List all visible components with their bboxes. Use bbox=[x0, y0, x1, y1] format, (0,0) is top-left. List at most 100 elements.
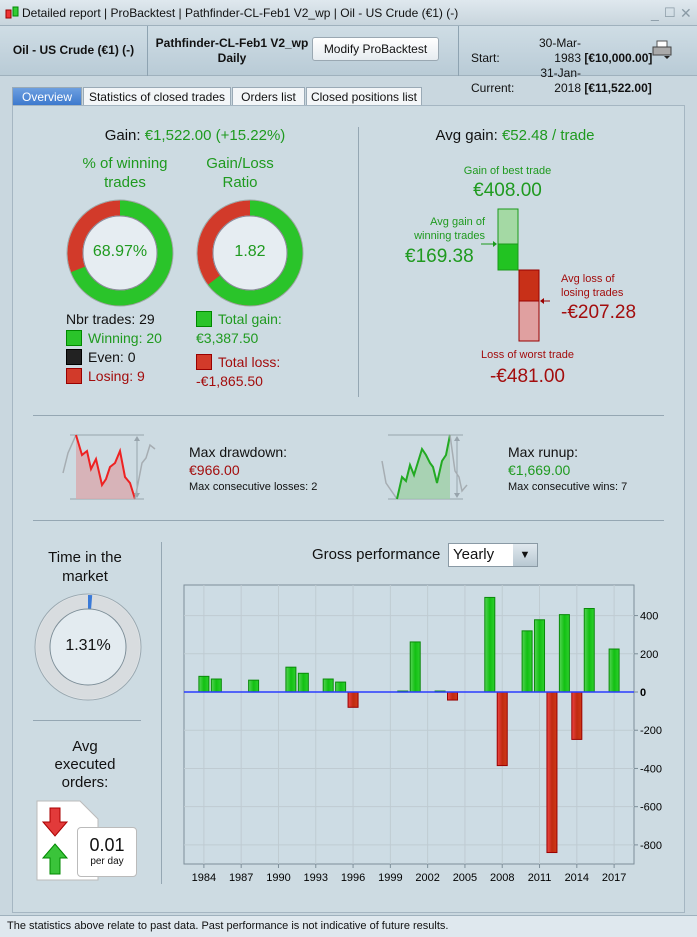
divider bbox=[33, 520, 664, 521]
candlestick-icon bbox=[5, 6, 19, 19]
max-consecutive-wins: Max consecutive wins: 7 bbox=[508, 481, 628, 493]
x-tick-label: 2008 bbox=[490, 872, 514, 884]
best-trade-value: €408.00 bbox=[473, 180, 542, 201]
x-tick-label: 2014 bbox=[565, 872, 589, 884]
runup-chart-icon bbox=[381, 434, 468, 500]
bar-1984 bbox=[198, 675, 210, 693]
tab-statistics[interactable]: Statistics of closed trades bbox=[83, 87, 231, 106]
gain-loss-totals: Total gain: €3,387.50 Total loss: -€1,86… bbox=[196, 311, 282, 389]
trade-counts: Nbr trades: 29 Winning: 20 Even: 0 Losin… bbox=[66, 311, 162, 384]
tab-overview[interactable]: Overview bbox=[12, 87, 82, 106]
capital-info: Start:30-Mar-1983 [€10,000.00] Current:3… bbox=[471, 36, 653, 95]
bar-1992 bbox=[297, 672, 309, 693]
x-tick-label: 1987 bbox=[229, 872, 253, 884]
avg-win-value: €169.38 bbox=[405, 246, 474, 267]
x-tick-label: 1990 bbox=[266, 872, 290, 884]
runup-label: Max runup: bbox=[508, 444, 579, 460]
gain-swatch-icon bbox=[196, 311, 212, 327]
even-swatch-icon bbox=[66, 349, 82, 365]
tab-orders-list[interactable]: Orders list bbox=[232, 87, 305, 106]
runup-value: €1,669.00 bbox=[508, 462, 571, 478]
trade-range-bars bbox=[481, 208, 550, 342]
y-tick-label: -600 bbox=[640, 802, 662, 814]
x-tick-label: 2005 bbox=[453, 872, 477, 884]
printer-icon[interactable] bbox=[652, 40, 672, 60]
ratio-donut bbox=[196, 199, 304, 307]
tab-closed-positions[interactable]: Closed positions list bbox=[306, 87, 422, 106]
x-tick-label: 1999 bbox=[378, 872, 402, 884]
y-tick-label: -800 bbox=[640, 840, 662, 852]
chevron-down-icon[interactable]: ▼ bbox=[513, 544, 537, 566]
instrument-name: Oil - US Crude (€1) (-) bbox=[12, 43, 135, 57]
modify-probacktest-button[interactable]: Modify ProBacktest bbox=[312, 37, 439, 61]
worst-trade-label: Loss of worst trade bbox=[481, 349, 574, 361]
title-bar: Detailed report | ProBacktest | Pathfind… bbox=[0, 0, 697, 26]
bar-2015 bbox=[583, 608, 595, 693]
system-info: Pathfinder-CL-Feb1 V2_wp Daily bbox=[155, 36, 309, 65]
y-tick-label: -200 bbox=[640, 725, 662, 737]
bar-2012 bbox=[546, 691, 558, 854]
bar-1995 bbox=[335, 681, 347, 693]
bar-1996 bbox=[347, 691, 359, 708]
bar-2001 bbox=[409, 641, 421, 693]
y-tick-label: 200 bbox=[640, 649, 658, 661]
maximize-button[interactable]: ☐ bbox=[664, 5, 676, 20]
winning-percent: 68.97% bbox=[92, 243, 148, 260]
divider bbox=[161, 542, 162, 884]
bar-2008 bbox=[496, 691, 508, 767]
x-tick-label: 1993 bbox=[304, 872, 328, 884]
gross-performance-chart: 400 200 0 -200 -400 -600 -800 1984 1987 1990 1993 1… bbox=[183, 584, 662, 884]
drawdown-chart-icon bbox=[62, 434, 156, 500]
y-tick-label: -400 bbox=[640, 763, 662, 775]
bar-1985 bbox=[210, 678, 222, 693]
x-tick-label: 1984 bbox=[192, 872, 216, 884]
best-trade-label: Gain of best trade bbox=[463, 165, 552, 177]
divider bbox=[33, 415, 664, 416]
avg-loss-value: -€207.28 bbox=[561, 302, 637, 323]
bar-2011 bbox=[534, 619, 546, 693]
minimize-button[interactable]: _ bbox=[651, 5, 659, 21]
orders-per-day-box: 0.01 per day bbox=[77, 827, 137, 877]
ratio-title: Gain/Loss Ratio bbox=[206, 155, 274, 191]
avg-orders-title: Avg executed orders: bbox=[54, 738, 116, 791]
time-in-market-donut bbox=[34, 593, 142, 701]
bar-2007 bbox=[484, 596, 496, 693]
report-header: Oil - US Crude (€1) (-) Pathfinder-CL-Fe… bbox=[0, 26, 697, 95]
period-select[interactable]: Yearly ▼ bbox=[448, 543, 538, 567]
disclaimer-footer: The statistics above relate to past data… bbox=[0, 915, 697, 937]
drawdown-label: Max drawdown: bbox=[189, 444, 288, 460]
bar-2004 bbox=[447, 691, 459, 701]
losing-swatch-icon bbox=[66, 368, 82, 384]
bar-2013 bbox=[558, 614, 570, 693]
loss-swatch-icon bbox=[196, 354, 212, 370]
divider bbox=[33, 720, 141, 721]
winning-title: % of winning trades bbox=[82, 155, 168, 191]
x-tick-label: 1996 bbox=[341, 872, 365, 884]
avg-gain: Avg gain: €52.48 / trade bbox=[435, 127, 595, 144]
x-tick-label: 2002 bbox=[415, 872, 439, 884]
time-in-market-value: 1.31% bbox=[65, 637, 111, 654]
x-tick-label: 2017 bbox=[602, 872, 626, 884]
y-tick-label: 0 bbox=[640, 687, 646, 699]
time-in-market-title: Time in the market bbox=[48, 549, 122, 585]
max-consecutive-losses: Max consecutive losses: 2 bbox=[189, 481, 318, 493]
winning-swatch-icon bbox=[66, 330, 82, 346]
avg-loss-label: Avg loss of losing trades bbox=[561, 273, 624, 299]
bar-1988 bbox=[248, 679, 260, 693]
bar-1991 bbox=[285, 666, 297, 693]
bar-1994 bbox=[322, 678, 334, 693]
bar-2014 bbox=[571, 691, 583, 740]
winning-donut bbox=[66, 199, 174, 307]
worst-trade-value: -€481.00 bbox=[489, 366, 565, 387]
bar-2017 bbox=[608, 648, 620, 693]
close-button[interactable]: ✕ bbox=[680, 5, 692, 21]
y-tick-label: 400 bbox=[640, 611, 658, 623]
gain-summary: Gain: €1,522.00 (+15.22%) bbox=[104, 127, 286, 144]
window-title: Detailed report | ProBacktest | Pathfind… bbox=[22, 6, 459, 20]
divider bbox=[358, 127, 359, 397]
bar-2010 bbox=[521, 630, 533, 693]
drawdown-value: €966.00 bbox=[189, 462, 240, 478]
avg-win-label: Avg gain of winning trades bbox=[414, 216, 485, 242]
x-tick-label: 2011 bbox=[528, 872, 552, 884]
chart-title: Gross performance bbox=[312, 546, 441, 563]
